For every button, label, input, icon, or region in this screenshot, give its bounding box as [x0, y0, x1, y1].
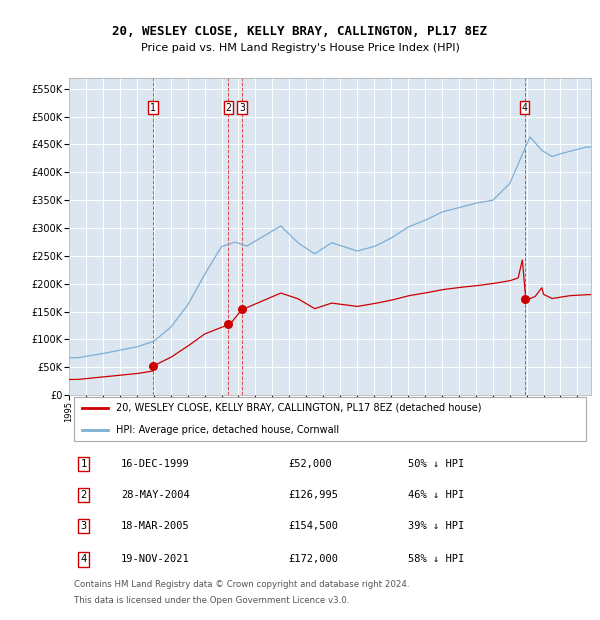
Text: This data is licensed under the Open Government Licence v3.0.: This data is licensed under the Open Gov…	[74, 596, 350, 605]
Text: HPI: Average price, detached house, Cornwall: HPI: Average price, detached house, Corn…	[116, 425, 339, 435]
Text: 1: 1	[80, 459, 87, 469]
Text: 46% ↓ HPI: 46% ↓ HPI	[409, 490, 464, 500]
Point	[520, 294, 530, 304]
Text: 20, WESLEY CLOSE, KELLY BRAY, CALLINGTON, PL17 8EZ (detached house): 20, WESLEY CLOSE, KELLY BRAY, CALLINGTON…	[116, 403, 481, 413]
Text: 18-MAR-2005: 18-MAR-2005	[121, 521, 190, 531]
Text: £172,000: £172,000	[288, 554, 338, 564]
Text: 16-DEC-1999: 16-DEC-1999	[121, 459, 190, 469]
Text: 20, WESLEY CLOSE, KELLY BRAY, CALLINGTON, PL17 8EZ: 20, WESLEY CLOSE, KELLY BRAY, CALLINGTON…	[113, 25, 487, 38]
Text: 1: 1	[150, 103, 156, 113]
Text: 58% ↓ HPI: 58% ↓ HPI	[409, 554, 464, 564]
Text: £52,000: £52,000	[288, 459, 332, 469]
Text: £126,995: £126,995	[288, 490, 338, 500]
Text: Price paid vs. HM Land Registry's House Price Index (HPI): Price paid vs. HM Land Registry's House …	[140, 43, 460, 53]
Text: 50% ↓ HPI: 50% ↓ HPI	[409, 459, 464, 469]
FancyBboxPatch shape	[74, 397, 586, 441]
Text: 19-NOV-2021: 19-NOV-2021	[121, 554, 190, 564]
Point	[224, 319, 233, 329]
Text: 3: 3	[239, 103, 245, 113]
Text: Contains HM Land Registry data © Crown copyright and database right 2024.: Contains HM Land Registry data © Crown c…	[74, 580, 410, 589]
Text: 2: 2	[80, 490, 87, 500]
Text: 3: 3	[80, 521, 87, 531]
Point	[148, 361, 158, 371]
Text: 39% ↓ HPI: 39% ↓ HPI	[409, 521, 464, 531]
Text: £154,500: £154,500	[288, 521, 338, 531]
Text: 2: 2	[226, 103, 232, 113]
Text: 4: 4	[522, 103, 527, 113]
Text: 4: 4	[80, 554, 87, 564]
Point	[237, 304, 247, 314]
Text: 28-MAY-2004: 28-MAY-2004	[121, 490, 190, 500]
